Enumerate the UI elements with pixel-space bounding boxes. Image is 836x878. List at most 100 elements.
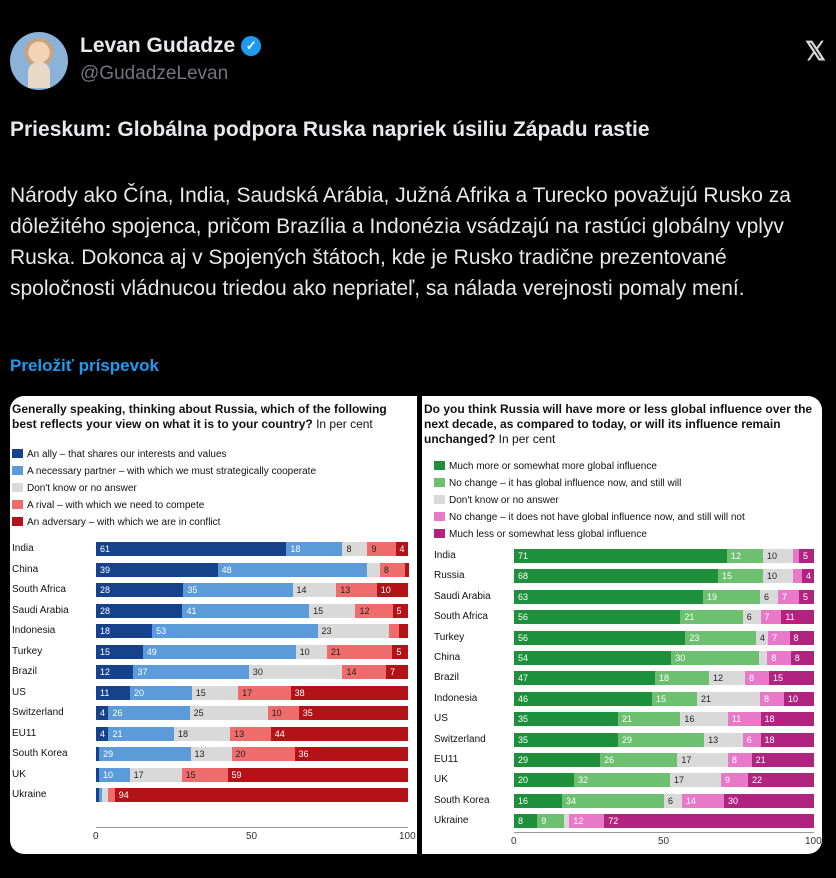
bar-segment: 20	[514, 773, 574, 788]
bar-segment: 6	[760, 589, 778, 604]
bar-segment: 5	[392, 603, 408, 618]
bar-segment: 28	[96, 603, 183, 618]
category-label: India	[12, 543, 34, 554]
bar-segment: 16	[514, 793, 562, 808]
legend-entry: Much less or somewhat less global influe…	[434, 526, 745, 543]
bar-segment	[398, 624, 408, 638]
bar-segment: 15	[652, 691, 697, 706]
bar-segment: 8	[514, 814, 538, 829]
stacked-bar: 28 35 14 13 10	[96, 583, 408, 597]
legend-swatch	[12, 517, 23, 526]
stacked-bar: 28 41 15 12 5	[96, 603, 408, 618]
bar-segment: 22	[748, 773, 814, 788]
category-label: Brazil	[12, 666, 38, 677]
bar-segment: 56	[514, 610, 681, 625]
category-label: Indonesia	[12, 625, 56, 636]
bar-segment	[389, 624, 399, 638]
author-handle[interactable]: @GudadzeLevan	[80, 63, 229, 84]
bar-segment: 10	[763, 549, 793, 563]
bar-segment: 34	[562, 793, 664, 808]
bar-segment: 30	[248, 665, 343, 679]
bar-segment: 26	[600, 753, 678, 767]
legend-label: An ally – that shares our interests and …	[27, 449, 227, 460]
bar-segment: 11	[781, 610, 814, 625]
bar-segment: 15	[769, 671, 814, 686]
bar-segment: 5	[392, 644, 408, 659]
legend-label: No change – it has global influence now,…	[449, 478, 682, 489]
bar-segment: 4	[802, 569, 814, 584]
bar-segment: 8	[760, 691, 784, 706]
stacked-bar: 16 34 6 14 30	[514, 793, 814, 808]
bar-segment: 21	[326, 644, 393, 659]
category-label: China	[12, 563, 39, 575]
bar-segment: 18	[174, 726, 231, 741]
bar-segment: 61	[96, 542, 287, 556]
stacked-bar: 35 21 16 11 18	[514, 712, 814, 727]
category-label: UK	[434, 774, 448, 786]
stacked-bar: 71 12 10 5	[514, 549, 814, 563]
bar-segment: 29	[617, 732, 705, 747]
stacked-bar: 47 18 12 8 15	[514, 671, 814, 686]
legend-entry: Much more or somewhat more global influe…	[434, 458, 745, 475]
bar-segment: 53	[152, 624, 318, 638]
stacked-bar: 56 21 6 7 11	[514, 610, 814, 625]
category-label: US	[12, 686, 26, 698]
attached-image[interactable]: Generally speaking, thinking about Russi…	[10, 396, 822, 854]
bar-segment	[367, 562, 380, 577]
legend-entry: No change – it does not have global infl…	[434, 509, 745, 526]
bar-segment: 35	[514, 712, 618, 727]
bar-segment: 14	[292, 583, 337, 597]
category-label: Indonesia	[434, 692, 478, 704]
translate-post-link[interactable]: Preložiť príspevok	[10, 356, 159, 375]
category-label: South Africa	[434, 611, 488, 623]
bar-segment: 56	[514, 630, 686, 645]
avatar[interactable]	[10, 32, 68, 90]
stacked-bar: 35 29 13 6 18	[514, 732, 814, 747]
x-tick-label: 50	[246, 831, 258, 842]
bar-segment: 37	[133, 665, 249, 679]
bar-segment: 17	[129, 767, 182, 782]
bar-segment: 35	[298, 706, 408, 720]
bar-segment: 36	[294, 747, 408, 761]
bar-segment: 59	[227, 767, 408, 782]
x-tick-label: 100	[399, 831, 416, 842]
x-logo-icon[interactable]: 𝕏	[805, 36, 826, 66]
chart-legend: An ally – that shares our interests and …	[12, 446, 316, 531]
tweet-headline: Prieskum: Globálna podpora Ruska napriek…	[10, 118, 650, 141]
bar-segment: 6	[742, 610, 761, 625]
x-tick-label: 0	[93, 831, 99, 842]
bar-segment: 54	[514, 651, 672, 665]
bar-segment: 6	[742, 732, 761, 747]
legend-swatch	[434, 529, 445, 538]
category-label: Switzerland	[434, 733, 486, 745]
bar-segment: 18	[760, 712, 814, 727]
stacked-bar: 46 15 21 8 10	[514, 691, 814, 706]
bar-segment	[96, 788, 100, 802]
bar-segment: 38	[290, 685, 408, 700]
author-name[interactable]: Levan Gudadze ✓	[80, 34, 262, 58]
stacked-bar: 4 21 18 13 44	[96, 726, 408, 741]
legend-entry: An ally – that shares our interests and …	[12, 446, 316, 463]
bar-segment: 7	[760, 610, 782, 625]
bar-segment	[404, 562, 409, 577]
bar-segment: 18	[286, 542, 343, 556]
legend-entry: A rival – with which we need to compete	[12, 497, 316, 514]
category-label: Saudi Arabia	[434, 590, 491, 602]
legend-entry: An adversary – with which we are in conf…	[12, 514, 316, 531]
chart-russia-influence: Do you think Russia will have more or le…	[422, 396, 822, 854]
stacked-bar: 54 30 8 8	[514, 651, 814, 665]
bar-segment	[793, 549, 799, 563]
category-label: South Korea	[434, 794, 490, 806]
bar-segment: 21	[617, 712, 681, 727]
legend-swatch	[12, 466, 23, 475]
bar-segment: 23	[317, 624, 390, 638]
bar-segment: 30	[724, 793, 814, 808]
bar-segment: 10	[99, 767, 130, 782]
bar-segment: 18	[96, 624, 153, 638]
bar-segment: 9	[721, 773, 748, 788]
stacked-bar: 61 18 8 9 4	[96, 542, 408, 556]
stacked-bar: 39 48 8	[96, 562, 409, 577]
bar-segment: 48	[217, 562, 368, 577]
legend-label: Don't know or no answer	[27, 483, 137, 494]
bar-segment: 10	[295, 644, 327, 659]
